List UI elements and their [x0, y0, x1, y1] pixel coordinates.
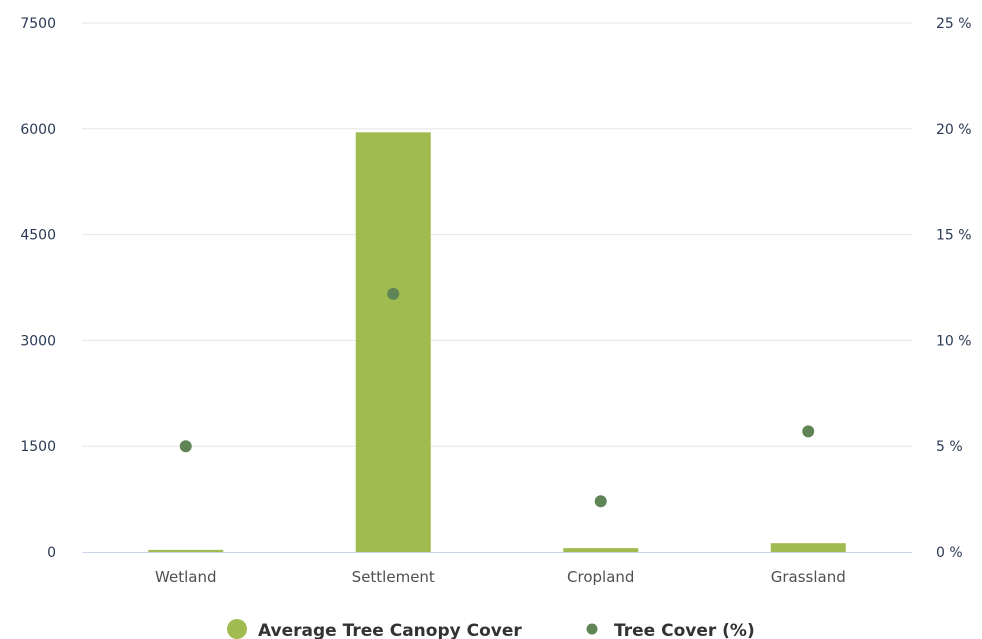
- left-axis-tick-label: 6000: [20, 122, 56, 138]
- right-axis-tick-label: 20 %: [936, 122, 972, 138]
- left-axis-tick-label: 1500: [20, 439, 56, 455]
- point-grassland[interactable]: [802, 425, 815, 438]
- x-axis-tick-label: Settlement: [352, 568, 435, 586]
- right-axis-tick-label: 0 %: [936, 545, 963, 561]
- legend-label-point[interactable]: Tree Cover (%): [614, 621, 755, 639]
- left-axis-tick-label: 7500: [20, 16, 56, 32]
- legend-bar-marker: [227, 619, 247, 639]
- legend-point-marker: [586, 623, 598, 635]
- left-axis-tick-labels: 0 1500 3000 4500 6000 7500: [20, 16, 56, 561]
- right-axis-tick-label: 15 %: [936, 228, 972, 244]
- right-axis-tick-label: 5 %: [936, 439, 963, 455]
- point-wetland[interactable]: [179, 440, 192, 453]
- right-axis-tick-label: 10 %: [936, 333, 972, 349]
- point-cropland[interactable]: [594, 495, 607, 508]
- point-settlement[interactable]: [387, 287, 400, 300]
- left-axis-tick-label: 0: [47, 545, 56, 561]
- bar-settlement[interactable]: [355, 132, 431, 552]
- right-axis-tick-label: 25 %: [936, 16, 972, 32]
- right-axis-tick-labels: 0 % 5 % 10 % 15 % 20 % 25 %: [936, 16, 972, 561]
- scatter-series: [179, 287, 815, 508]
- legend: Average Tree Canopy Cover Tree Cover (%): [227, 619, 755, 639]
- bar-cropland[interactable]: [563, 548, 639, 552]
- x-axis-tick-labels: Wetland Settlement Cropland Grassland: [155, 568, 846, 586]
- gridlines: [82, 22, 912, 447]
- bar-series: [148, 132, 846, 552]
- bar-grassland[interactable]: [770, 543, 846, 552]
- x-axis-tick-label: Cropland: [567, 568, 634, 586]
- x-axis-tick-label: Wetland: [155, 568, 216, 586]
- bar-wetland[interactable]: [148, 549, 224, 552]
- left-axis-tick-label: 3000: [20, 333, 56, 349]
- legend-label-bar[interactable]: Average Tree Canopy Cover: [258, 621, 522, 639]
- left-axis-tick-label: 4500: [20, 228, 56, 244]
- x-axis-tick-label: Grassland: [771, 568, 846, 586]
